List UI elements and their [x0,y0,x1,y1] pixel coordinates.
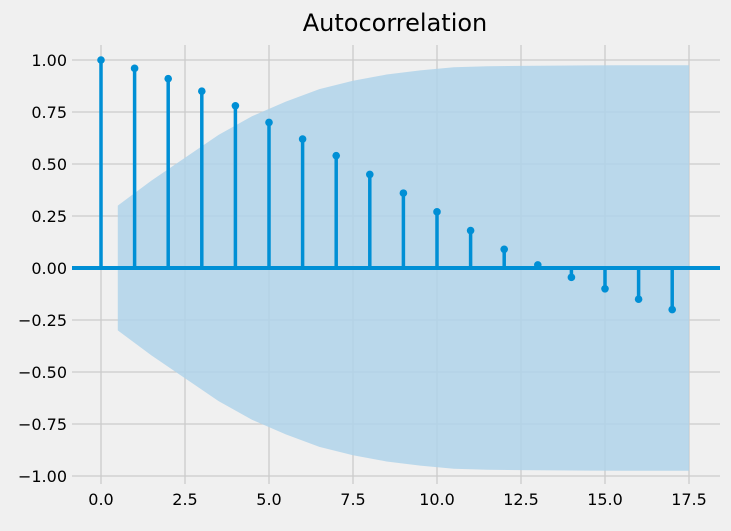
stem-marker-lag-12 [500,245,509,254]
x-tick-label: 15.0 [587,490,623,509]
x-tick-label: 7.5 [340,490,365,509]
y-tick-label: 0.25 [31,207,67,226]
x-tick-label: 12.5 [503,490,539,509]
stem-marker-lag-13 [534,261,542,269]
y-tick-label: −0.75 [18,415,67,434]
stem-marker-lag-10 [433,208,441,216]
stem-marker-lag-15 [601,285,609,293]
stem-marker-lag-3 [198,87,206,95]
x-tick-label: 5.0 [256,490,281,509]
x-tick-label: 0.0 [88,490,113,509]
y-tick-label: −1.00 [18,467,67,486]
stem-marker-lag-16 [634,295,643,304]
stem-marker-lag-8 [366,170,374,179]
tick-labels: 0.0 2.5 5.0 7.5 10.0 12.5 15.0 17.5 −1.00 −0.75 −0… [18,51,707,509]
stem-marker-lag-9 [399,189,408,197]
stem-marker-lag-11 [466,226,475,235]
y-tick-label: −0.25 [18,311,67,330]
stem-marker-lag-7 [332,151,341,160]
chart-title: Autocorrelation [303,9,488,37]
x-tick-label: 10.0 [419,490,455,509]
y-tick-label: 1.00 [31,51,67,70]
stem-marker-lag-5 [265,118,273,127]
stem-layer [72,56,720,314]
stem-marker-lag-2 [164,74,172,83]
stem-marker-lag-6 [298,135,307,143]
y-tick-label: 0.00 [31,259,67,278]
y-tick-label: 0.75 [31,103,67,122]
stem-marker-lag-0 [97,56,105,64]
stem-marker-lag-1 [130,64,139,73]
x-tick-label: 2.5 [172,490,197,509]
x-tick-label: 17.5 [671,490,707,509]
stem-marker-lag-17 [668,305,676,314]
stem-marker-lag-4 [231,101,240,110]
stem-marker-lag-14 [567,273,576,282]
y-tick-label: −0.50 [18,363,67,382]
y-tick-label: 0.50 [31,155,67,174]
